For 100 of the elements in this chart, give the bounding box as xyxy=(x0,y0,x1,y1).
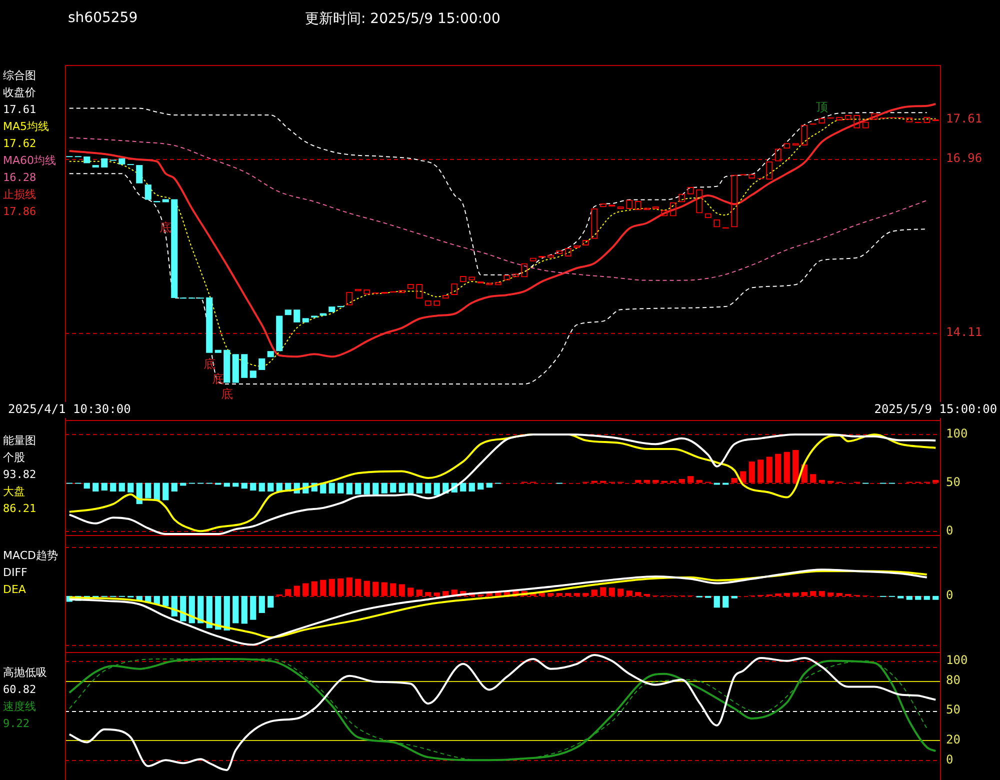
text: 60.82 xyxy=(2,682,38,698)
text: 收盘价 xyxy=(2,85,37,101)
bar xyxy=(162,596,169,606)
bar xyxy=(460,482,466,492)
bar xyxy=(145,482,152,498)
bar xyxy=(644,480,650,483)
line-series xyxy=(68,137,928,281)
candlestick xyxy=(162,199,169,202)
bar xyxy=(110,482,116,492)
bar xyxy=(268,482,274,492)
candlestick xyxy=(232,354,239,383)
candlestick xyxy=(294,310,300,322)
bar xyxy=(548,593,554,596)
candlestick xyxy=(101,158,108,168)
candlestick xyxy=(136,165,143,184)
candlestick xyxy=(84,156,90,164)
bar xyxy=(652,480,659,483)
bar xyxy=(84,482,90,489)
annotation: 顶 xyxy=(816,100,828,114)
bar xyxy=(118,482,125,492)
bar xyxy=(320,580,326,596)
bar xyxy=(618,588,624,596)
candlestick xyxy=(241,354,248,378)
bar xyxy=(784,452,790,483)
text: MA5均线 xyxy=(2,119,50,135)
y-axis-title: 能量图 xyxy=(2,433,37,449)
bar xyxy=(398,482,405,492)
bar xyxy=(250,596,256,620)
bar xyxy=(810,474,816,483)
bar xyxy=(731,478,738,483)
bar xyxy=(416,482,422,494)
bar xyxy=(408,482,414,494)
chart-subtitle: 更新时间: 2025/5/9 15:00:00 xyxy=(305,10,500,28)
bar xyxy=(758,460,764,483)
bar xyxy=(381,482,388,494)
candlestick xyxy=(250,370,256,378)
y-tick-label: 100 xyxy=(946,426,968,441)
text: 17.86 xyxy=(2,204,38,220)
bar xyxy=(792,592,799,596)
bar xyxy=(232,596,239,624)
y-tick-label: 0 xyxy=(946,523,954,538)
text: 个股 xyxy=(2,450,26,466)
bar xyxy=(372,582,379,596)
bar xyxy=(364,580,370,596)
bar xyxy=(915,596,922,600)
bar xyxy=(775,454,782,483)
text: DEA xyxy=(2,582,27,598)
candlestick xyxy=(224,350,230,383)
bar xyxy=(390,583,396,596)
bar xyxy=(128,482,134,492)
bar xyxy=(898,596,904,598)
candlestick xyxy=(214,350,222,353)
bar xyxy=(162,482,169,500)
x-tick-label: 2025/5/9 15:00:00 xyxy=(874,402,998,416)
bar xyxy=(565,593,572,596)
bar xyxy=(766,456,772,483)
bar xyxy=(810,591,816,596)
bar xyxy=(338,482,344,494)
bar xyxy=(932,596,939,600)
bar xyxy=(678,478,685,483)
bar xyxy=(416,590,422,596)
bar xyxy=(338,578,344,596)
bar xyxy=(722,596,729,608)
bar xyxy=(924,596,930,600)
annotation: 底 xyxy=(220,386,233,401)
bar xyxy=(801,592,808,596)
y-tick-label: 20 xyxy=(946,732,960,746)
bar xyxy=(302,583,309,596)
bar xyxy=(311,581,318,596)
bar xyxy=(215,596,222,630)
bar xyxy=(626,590,632,596)
bar xyxy=(818,480,825,483)
bar xyxy=(355,578,362,596)
text: 9.22 xyxy=(2,716,30,732)
bar xyxy=(206,596,212,628)
bar xyxy=(398,584,405,596)
bar xyxy=(906,596,912,600)
bar xyxy=(154,482,160,500)
y-tick-label: 100 xyxy=(946,653,968,668)
bar xyxy=(328,578,335,596)
y-tick-label: 80 xyxy=(946,672,960,687)
bar xyxy=(101,482,108,491)
candlestick xyxy=(328,306,336,312)
candlestick xyxy=(144,184,152,200)
candlestick xyxy=(276,316,283,352)
text: DIFF xyxy=(2,565,28,581)
bar xyxy=(468,482,475,492)
annotation: 底 xyxy=(159,220,172,235)
bar xyxy=(425,592,432,596)
text: 93.82 xyxy=(2,467,38,483)
y-axis-title: MACD趋势 xyxy=(2,548,59,564)
candlestick xyxy=(206,297,213,353)
text: 止损线 xyxy=(2,187,37,203)
bar xyxy=(932,480,939,483)
bar xyxy=(688,476,694,483)
bar xyxy=(591,590,598,596)
bar xyxy=(92,482,99,492)
bar xyxy=(714,596,720,608)
bar xyxy=(364,482,370,494)
bar xyxy=(792,450,799,483)
